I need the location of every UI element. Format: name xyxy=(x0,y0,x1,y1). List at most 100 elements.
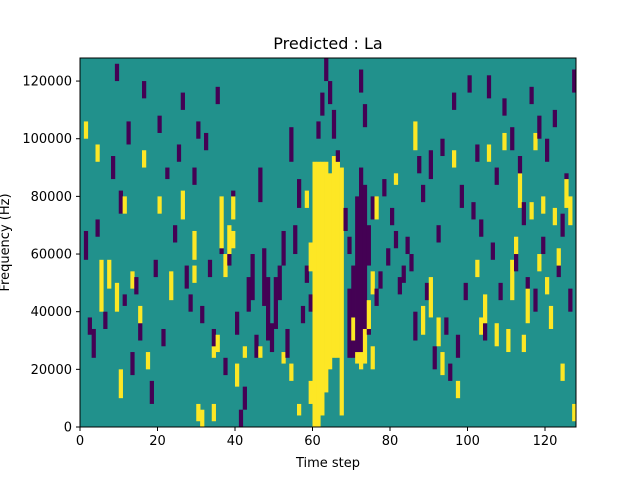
heatmap-cell-low xyxy=(424,282,430,301)
heatmap-cell-low xyxy=(560,213,565,237)
heatmap-cell-low xyxy=(436,225,441,243)
heatmap-cell-low xyxy=(370,196,375,220)
heatmap-cell-low xyxy=(180,92,185,110)
heatmap-cell-high xyxy=(138,305,143,324)
heatmap-cell-low xyxy=(455,334,461,358)
heatmap-cell-high xyxy=(564,179,569,208)
heatmap-cell-low xyxy=(490,242,495,260)
heatmap-cell-high xyxy=(339,167,344,416)
heatmap-cell-low xyxy=(165,167,170,180)
heatmap-cell-high xyxy=(211,403,216,422)
heatmap-cell-low xyxy=(83,230,89,260)
heatmap-cell-low xyxy=(91,328,96,358)
heatmap-cell-high xyxy=(231,196,236,220)
heatmap-cell-low xyxy=(397,277,402,295)
heatmap-cell-low xyxy=(374,288,379,306)
heatmap-cell-low xyxy=(467,75,472,93)
heatmap-cell-low xyxy=(130,352,135,376)
heatmap-cell-high xyxy=(211,346,216,358)
heatmap-cell-high xyxy=(231,230,236,249)
heatmap-cell-high xyxy=(475,259,480,278)
heatmap-cell-low xyxy=(227,254,232,266)
heatmap-cell-low xyxy=(297,179,302,208)
heatmap-cell-low xyxy=(459,184,464,208)
heatmap-cell-high xyxy=(370,271,375,295)
heatmap-cell-low xyxy=(359,167,364,353)
heatmap-cell-low xyxy=(157,115,162,133)
heatmap-cell-low xyxy=(103,311,108,329)
heatmap-cell-low xyxy=(204,132,209,151)
heatmap-cell-high xyxy=(107,259,112,289)
heatmap-cell-low xyxy=(552,109,557,128)
heatmap-cell-high xyxy=(83,121,89,139)
heatmap-cell-high xyxy=(452,150,457,168)
heatmap-cell-high xyxy=(145,352,151,370)
heatmap-cell-low xyxy=(537,115,542,139)
x-tick-label: 0 xyxy=(76,434,84,449)
heatmap-cell-high xyxy=(335,161,340,358)
heatmap-cell-high xyxy=(525,288,530,324)
heatmap-cell-low xyxy=(378,271,383,289)
heatmap-cell-high xyxy=(219,196,224,249)
y-tick-label: 0 xyxy=(64,421,72,436)
heatmap-cell-low xyxy=(409,254,414,272)
heatmap-cell-high xyxy=(99,259,104,312)
heatmap-cell-high xyxy=(556,248,561,266)
heatmap-cell-low xyxy=(250,254,255,301)
x-axis-label: Time step xyxy=(295,456,360,471)
heatmap-cell-low xyxy=(211,328,216,347)
heatmap-cell-low xyxy=(215,86,220,105)
heatmap-cell-low xyxy=(207,259,213,278)
y-axis: 0 20000 40000 60000 80000 100000 120000 xyxy=(22,75,80,436)
heatmap-cell-low xyxy=(452,92,457,110)
heatmap-cell-low xyxy=(184,265,189,289)
heatmap-cell-high xyxy=(227,225,232,255)
heatmap-cell-low xyxy=(355,196,360,353)
heatmap-cell-high xyxy=(180,190,185,220)
heatmap-cell-high xyxy=(316,161,321,427)
heatmap-cell-high xyxy=(428,277,433,318)
heatmap-cell-high xyxy=(541,196,546,214)
heatmap-cell-high xyxy=(196,403,201,422)
heatmap-cell-low xyxy=(390,207,395,226)
heatmap-cell-low xyxy=(262,248,267,306)
heatmap-cell-high xyxy=(297,403,302,416)
heatmap-cell-high xyxy=(235,363,240,387)
heatmap-cell-high xyxy=(572,403,577,422)
heatmap-cell-high xyxy=(308,380,313,404)
heatmap-cell-low xyxy=(362,104,368,128)
heatmap-cell-low xyxy=(498,282,503,301)
heatmap-cell-low xyxy=(320,92,325,116)
heatmap-cell-low xyxy=(238,409,244,427)
y-tick-label: 60000 xyxy=(31,248,72,263)
heatmap-cell-high xyxy=(312,161,317,427)
x-tick-label: 100 xyxy=(455,434,480,449)
heatmap-cell-low xyxy=(273,277,278,329)
heatmap-cell-low xyxy=(428,150,433,180)
heatmap-cell-high xyxy=(130,271,135,289)
heatmap-cell-high xyxy=(374,196,379,220)
heatmap-cell-high xyxy=(114,282,120,312)
heatmap-cell-low xyxy=(269,323,275,353)
heatmap-cell-low xyxy=(114,63,120,82)
heatmap-cell-high xyxy=(192,265,197,283)
heatmap-cell-high xyxy=(359,352,364,370)
heatmap-cell-low xyxy=(331,109,337,139)
heatmap-cell-low xyxy=(87,317,92,335)
heatmap-cell-low xyxy=(545,138,550,162)
heatmap-cell-low xyxy=(281,230,286,266)
heatmap-cell-high xyxy=(486,144,492,162)
heatmap-cell-low xyxy=(200,305,205,324)
heatmap-cell-high xyxy=(308,242,313,272)
heatmap-cell-low xyxy=(359,69,364,93)
heatmap-cell-high xyxy=(304,190,309,208)
heatmap-cell-high xyxy=(157,196,162,214)
heatmap-cell-low xyxy=(568,288,573,312)
heatmap-cell-low xyxy=(246,277,251,312)
heatmap-cell-high xyxy=(440,352,445,376)
heatmap-cell-high xyxy=(545,277,550,295)
chart-title: Predicted : La xyxy=(273,34,382,53)
heatmap-cell-low xyxy=(192,167,197,185)
heatmap-cell-high xyxy=(533,132,538,151)
heatmap-cell-high xyxy=(502,132,507,151)
